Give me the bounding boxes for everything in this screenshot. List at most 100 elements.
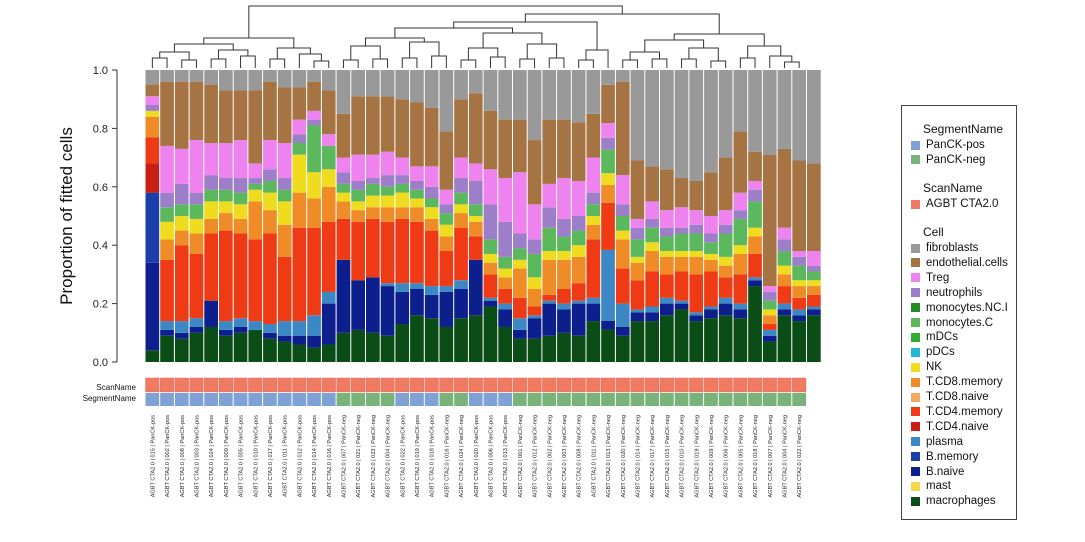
bar-segment-treg	[513, 172, 527, 234]
bar-segment-nk	[660, 251, 674, 257]
x-tick-label: AGBT CTA2.0 | 005 | PanCK-pos	[239, 415, 245, 497]
bar-segment-nk	[410, 198, 424, 208]
bar-segment-t-cd4-memory	[762, 324, 777, 330]
bar-segment-t-cd8-memory	[233, 218, 248, 234]
segment-track-cell	[321, 393, 336, 406]
dendrogram-branch	[409, 41, 440, 58]
bar-segment-neutrophils	[748, 189, 762, 202]
bar-segment-t-cd8-memory	[601, 185, 615, 203]
bar-segment-macrophages	[468, 315, 483, 362]
x-tick-label: AGBT CTA2.0 | 024 | PanCK-pos	[209, 415, 215, 497]
bar-segment-treg	[366, 154, 380, 179]
bar-segment-nk	[748, 227, 762, 237]
dendrogram-branch	[276, 47, 311, 59]
bar-stack	[366, 70, 380, 362]
bar-segment-t-cd4-memory	[380, 221, 395, 284]
bar-segment-monocytes-c	[660, 236, 674, 252]
bar-segment-t-cd8-memory	[160, 239, 174, 260]
scan-track-cell	[571, 377, 586, 393]
bar-segment-nk	[542, 251, 557, 260]
bar-segment-neutrophils	[380, 175, 395, 187]
bar-segment-neutrophils	[454, 178, 468, 193]
bar-segment-macrophages	[601, 329, 615, 362]
legend-swatch	[911, 467, 920, 476]
bar-segment-endothelial-cells	[498, 119, 512, 179]
bar-segment-t-cd8-memory	[292, 192, 307, 228]
bar-stack	[468, 70, 483, 362]
dendrogram-branch	[710, 60, 727, 68]
bar-segment-b-naive	[263, 332, 277, 339]
bar-segment-nk	[807, 280, 821, 287]
scan-track-cell	[586, 377, 601, 393]
bar-segment-macrophages	[557, 332, 571, 362]
bar-segment-b-naive	[424, 294, 439, 319]
bar-segment-b-memory	[145, 192, 160, 263]
bar-segment-treg	[601, 123, 615, 138]
cell-legend-item: B.memory	[902, 450, 978, 464]
x-tick-label: AGBT CTA2.0 | 014 | PanCK-neg	[635, 415, 641, 498]
bar-segment-macrophages	[351, 329, 365, 362]
bar-segment-nk	[204, 201, 218, 219]
bar-segment-endothelial-cells	[219, 90, 233, 143]
cell-legend-item: T.CD8.naive	[902, 390, 989, 404]
bar-segment-t-cd8-memory	[189, 233, 204, 254]
legend-swatch	[911, 332, 920, 342]
bar-segment-monocytes-c	[586, 204, 601, 216]
bar-segment-b-naive	[410, 289, 424, 316]
segment-track-cell	[601, 393, 615, 406]
bar-segment-plasma	[645, 306, 659, 313]
bar-segment-nk	[160, 221, 174, 240]
bar-segment-fibroblasts	[204, 70, 218, 85]
x-tick-label: AGBT CTA2.0 | 022 | PanCK-pos	[400, 415, 406, 497]
bar-segment-macrophages	[277, 341, 292, 362]
bar-stack	[189, 70, 204, 362]
dendrogram-branch	[218, 49, 249, 59]
segment-track-cell	[748, 393, 762, 406]
segment-track-cell	[777, 393, 792, 406]
cell-legend-item: plasma	[902, 435, 963, 449]
scan-track-cell	[409, 377, 425, 393]
bar-segment-neutrophils	[160, 192, 174, 208]
bar-segment-b-naive	[454, 289, 468, 319]
bar-segment-endothelial-cells	[248, 90, 263, 164]
bar-segment-fibroblasts	[601, 70, 615, 85]
bar-segment-t-cd8-memory	[704, 259, 718, 272]
x-tick-label: AGBT CTA2.0 | 006 | PanCK-pos	[488, 415, 494, 497]
bar-segment-macrophages	[777, 315, 792, 362]
bar-segment-macrophages	[380, 335, 395, 362]
segment-track-cell	[571, 393, 586, 406]
dendrogram-branch	[622, 59, 638, 68]
bar-segment-macrophages	[527, 338, 542, 362]
bar-segment-t-cd4-naive	[145, 163, 160, 193]
scan-track-cell	[336, 377, 351, 393]
dendrogram-branch	[747, 45, 782, 58]
bar-segment-monocytes-c	[733, 218, 748, 246]
bar-segment-neutrophils	[395, 175, 410, 184]
bar-segment-t-cd8-memory	[439, 236, 454, 252]
bar-segment-t-cd8-memory	[410, 207, 424, 222]
segment-track-cell	[307, 393, 321, 406]
bar-segment-neutrophils	[542, 207, 557, 228]
bar-segment-t-cd8-memory	[366, 207, 380, 219]
bar-segment-neutrophils	[527, 239, 542, 254]
bar-segment-monocytes-c	[748, 201, 762, 228]
bar-segment-monocytes-c	[630, 239, 645, 257]
bar-segment-plasma	[557, 303, 571, 310]
x-tick-label: AGBT CTA2.0 | 001 | PanCK-neg	[518, 415, 524, 498]
bar-segment-endothelial-cells	[762, 154, 777, 287]
segment-legend-item: PanCK-pos	[902, 138, 985, 152]
bar-segment-monocytes-c	[498, 256, 512, 269]
bar-stack	[498, 70, 512, 362]
bar-segment-t-cd4-memory	[204, 233, 218, 301]
bar-segment-neutrophils	[439, 204, 454, 214]
bar-segment-treg	[468, 163, 483, 181]
bar-segment-treg	[733, 192, 748, 211]
bar-segment-macrophages	[160, 335, 174, 362]
bar-segment-b-naive	[733, 309, 748, 319]
bar-segment-macrophages	[660, 315, 674, 362]
bar-segment-fibroblasts	[762, 70, 777, 155]
dendrogram-branch	[313, 60, 330, 68]
scan-track-cell	[395, 377, 410, 393]
legend-label: AGBT CTA2.0	[926, 198, 999, 210]
segment-track-cell	[366, 393, 380, 406]
